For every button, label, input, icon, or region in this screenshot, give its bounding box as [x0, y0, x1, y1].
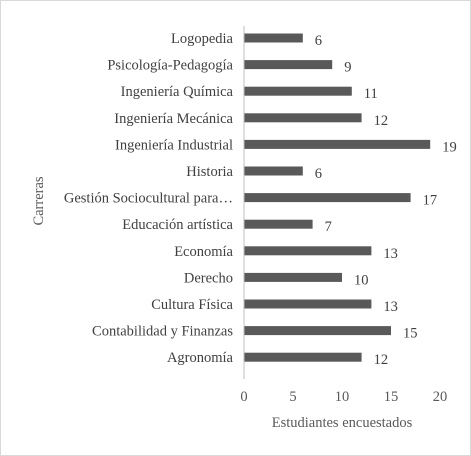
category-label: Logopedia — [171, 31, 234, 47]
bar — [244, 193, 411, 203]
bar — [244, 139, 431, 149]
data-label: 6 — [315, 166, 322, 182]
category-label: Gestión Sociocultural para… — [64, 191, 233, 207]
category-label: Educación artística — [122, 217, 233, 233]
category-label: Ingeniería Industrial — [115, 137, 233, 153]
data-label: 6 — [315, 33, 322, 49]
data-label: 7 — [325, 219, 332, 235]
bar — [244, 299, 372, 309]
value-labels: 6 9 11 12 19 6 17 7 13 10 13 15 12 — [315, 33, 457, 368]
x-tick-label: 20 — [433, 389, 448, 405]
data-label: 19 — [442, 139, 457, 155]
x-tick-label: 0 — [240, 389, 247, 405]
category-labels: Logopedia Psicología-Pedagogía Ingeniería … — [64, 31, 234, 366]
category-label: Agronomía — [167, 350, 234, 366]
data-label: 9 — [344, 60, 351, 76]
category-label: Cultura Física — [151, 297, 233, 313]
data-label: 12 — [374, 352, 389, 368]
bar — [244, 113, 362, 123]
category-label: Derecho — [184, 270, 233, 286]
x-tick-label: 15 — [384, 389, 399, 405]
bar — [244, 166, 303, 176]
category-label: Ingeniería Mecánica — [114, 111, 233, 127]
bar — [244, 326, 391, 336]
bars-layer — [244, 33, 431, 362]
bar — [244, 86, 352, 96]
x-tick-label: 5 — [289, 389, 296, 405]
data-label: 11 — [364, 86, 378, 102]
bar — [244, 60, 333, 70]
data-label: 10 — [354, 272, 369, 288]
x-tick-labels: 0 5 10 15 20 — [240, 389, 447, 405]
data-label: 13 — [383, 299, 398, 315]
category-label: Economía — [174, 244, 233, 260]
data-label: 15 — [403, 326, 418, 342]
x-tick-label: 10 — [335, 389, 350, 405]
bar — [244, 352, 362, 362]
bar — [244, 219, 313, 229]
bar — [244, 33, 303, 43]
data-label: 13 — [383, 246, 398, 262]
y-axis-title: Carreras — [31, 176, 47, 225]
category-label: Ingeniería Química — [121, 84, 234, 100]
category-label: Contabilidad y Finanzas — [92, 324, 233, 340]
data-label: 17 — [423, 193, 438, 209]
bar — [244, 272, 342, 282]
category-label: Historia — [186, 164, 233, 180]
data-label: 12 — [374, 113, 389, 129]
bar — [244, 246, 372, 256]
category-label: Psicología-Pedagogía — [107, 58, 233, 74]
x-axis-title: Estudiantes encuestados — [272, 415, 413, 431]
